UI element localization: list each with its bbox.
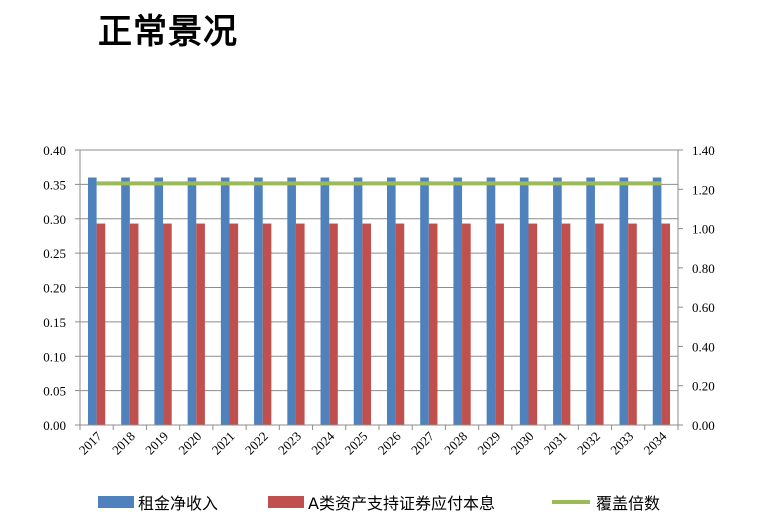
right-tick-label: 0.00: [692, 418, 715, 433]
chart-title: 正常景况: [98, 12, 238, 52]
right-tick-label: 1.00: [692, 222, 715, 237]
chart-svg: 0.00 0.05 0.10 0.15 0.20 0.25 0.30 0.35 0.40 0.00…: [43, 143, 715, 458]
x-tick-label: 2028: [441, 429, 470, 458]
x-tick-label: 2027: [408, 428, 437, 457]
x-tick-label: 2034: [641, 428, 670, 457]
legend: 租金净收入 A类资产支持证券应付本息 覆盖倍数: [0, 486, 784, 516]
bar-net-rent: [519, 177, 529, 425]
bar-class-a: [661, 223, 671, 425]
bar-class-a: [628, 223, 637, 425]
left-tick-label: 0.35: [43, 177, 66, 192]
x-tick-label: 2029: [474, 429, 503, 458]
right-tick-label: 0.60: [692, 300, 715, 315]
x-tick-label: 2025: [342, 429, 371, 458]
left-tick-label: 0.40: [43, 143, 66, 158]
left-tick-label: 0.20: [43, 281, 66, 296]
legend-swatch-coverage: [552, 500, 590, 504]
x-tick-label: 2030: [508, 429, 537, 458]
bar-net-rent: [254, 177, 263, 425]
legend-swatch-net-rent: [98, 496, 134, 508]
x-tick-label: 2020: [175, 429, 204, 458]
bar-net-rent: [586, 177, 595, 425]
bar-class-a: [495, 223, 504, 425]
x-tick-label: 2026: [375, 428, 404, 457]
x-tick-label: 2031: [541, 429, 570, 458]
bar-net-rent: [553, 177, 562, 425]
bar-class-a: [594, 223, 604, 425]
x-tick-label: 2017: [76, 428, 105, 457]
right-tick-label: 1.40: [692, 143, 715, 158]
legend-item-net-rent: 租金净收入: [98, 490, 218, 514]
bar-class-a: [196, 223, 205, 425]
legend-swatch-class-a: [268, 496, 304, 508]
bar-class-a: [561, 223, 571, 425]
bar-net-rent: [154, 177, 164, 425]
bar-net-rent: [87, 177, 97, 425]
left-tick-label: 0.05: [43, 384, 66, 399]
right-tick-label: 0.20: [692, 379, 715, 394]
bar-net-rent: [386, 177, 396, 425]
legend-item-class-a: A类资产支持证券应付本息: [268, 490, 495, 514]
bar-class-a: [96, 223, 106, 425]
x-tick-label: 2022: [242, 429, 271, 458]
legend-label-coverage: 覆盖倍数: [596, 494, 661, 513]
x-tick-label: 2018: [109, 429, 138, 458]
legend-label-net-rent: 租金净收入: [138, 494, 219, 513]
bar-net-rent: [619, 177, 629, 425]
bar-class-a: [395, 223, 405, 425]
bar-class-a: [462, 223, 471, 425]
x-tick-label: 2023: [275, 429, 304, 458]
bar-class-a: [329, 223, 338, 425]
bar-net-rent: [187, 177, 197, 425]
bar-net-rent: [652, 177, 662, 425]
right-tick-label: 0.80: [692, 261, 715, 276]
bar-class-a: [229, 223, 239, 425]
bar-class-a: [262, 223, 272, 425]
left-tick-label: 0.00: [43, 418, 66, 433]
bar-class-a: [428, 223, 438, 425]
left-tick-label: 0.15: [43, 315, 66, 330]
bar-net-rent: [220, 177, 230, 425]
x-tick-label: 2033: [607, 429, 636, 458]
bar-net-rent: [486, 177, 496, 425]
bar-class-a: [362, 223, 372, 425]
right-tick-label: 0.40: [692, 339, 715, 354]
bar-net-rent: [287, 177, 296, 425]
bar-net-rent: [320, 177, 330, 425]
left-tick-label: 0.25: [43, 246, 66, 261]
bar-net-rent: [353, 177, 363, 425]
bar-net-rent: [420, 177, 429, 425]
bar-class-a: [163, 223, 172, 425]
x-tick-label: 2019: [142, 429, 171, 458]
left-tick-label: 0.30: [43, 212, 66, 227]
bar-net-rent: [453, 177, 463, 425]
legend-label-class-a: A类资产支持证券应付本息: [308, 494, 495, 513]
bar-class-a: [528, 223, 538, 425]
legend-item-coverage: 覆盖倍数: [552, 490, 660, 514]
x-tick-label: 2032: [574, 429, 603, 458]
right-tick-label: 1.20: [692, 182, 715, 197]
bar-net-rent: [121, 177, 130, 425]
bar-class-a: [129, 223, 139, 425]
left-tick-label: 0.10: [43, 349, 66, 364]
x-tick-label: 2021: [209, 429, 238, 458]
x-tick-label: 2024: [308, 428, 337, 457]
bar-class-a: [295, 223, 305, 425]
